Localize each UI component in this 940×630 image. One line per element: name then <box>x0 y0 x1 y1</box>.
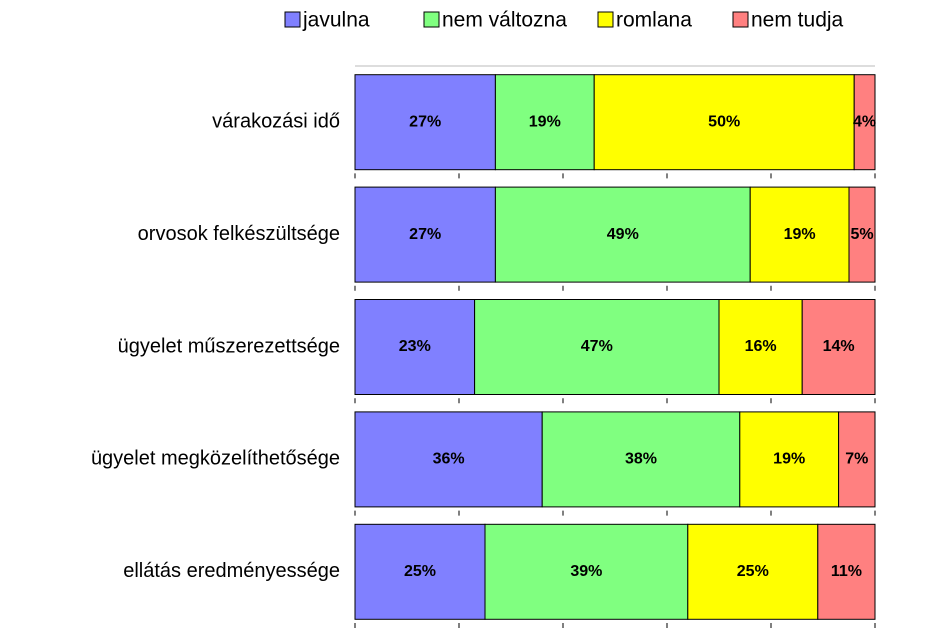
category-label: ügyelet műszerezettsége <box>118 335 340 357</box>
bar-segment <box>749 186 850 283</box>
bar-segment <box>848 186 876 283</box>
bar-segment <box>817 523 876 620</box>
bar-segment <box>494 186 751 283</box>
category-label: ellátás eredményessége <box>123 560 340 582</box>
value-label: 50% <box>708 113 740 130</box>
value-label: 27% <box>409 113 441 130</box>
bar-segment <box>354 411 543 508</box>
bar-segment <box>687 523 819 620</box>
category-label: ügyelet megközelíthetősége <box>91 448 340 470</box>
value-label: 7% <box>845 451 868 468</box>
value-label: 19% <box>773 451 805 468</box>
legend-label: nem változna <box>442 9 567 32</box>
legend-label: romlana <box>616 9 692 32</box>
bar-segment <box>541 411 741 508</box>
value-label: 19% <box>784 226 816 243</box>
legend-swatch <box>423 11 440 28</box>
value-label: 16% <box>745 338 777 355</box>
value-label: 49% <box>607 226 639 243</box>
legend-swatch <box>284 11 301 28</box>
bar-segment <box>354 74 496 171</box>
value-label: 19% <box>529 113 561 130</box>
value-label: 5% <box>850 226 873 243</box>
value-label: 25% <box>737 563 769 580</box>
value-label: 27% <box>409 226 441 243</box>
value-label: 47% <box>581 338 613 355</box>
value-label: 14% <box>823 338 855 355</box>
bar-segment <box>484 523 689 620</box>
legend-swatch <box>732 11 749 28</box>
legend-label: javulna <box>302 9 370 32</box>
bar-segment <box>718 299 803 395</box>
bar-segment <box>354 523 486 620</box>
category-label: orvosok felkészültsége <box>138 223 340 245</box>
bar-segment <box>354 299 476 395</box>
bar-segment <box>853 74 876 171</box>
bar-segment <box>801 299 876 395</box>
bar-segment <box>474 299 720 395</box>
legend-swatch <box>597 11 614 28</box>
value-label: 4% <box>853 113 876 130</box>
category-label: várakozási idő <box>212 110 340 132</box>
bar-segment <box>593 74 855 171</box>
legend-label: nem tudja <box>751 9 844 32</box>
value-label: 11% <box>831 563 862 580</box>
bar-segment <box>838 411 876 508</box>
bar-segment <box>739 411 840 508</box>
value-label: 36% <box>433 451 465 468</box>
value-label: 25% <box>404 563 436 580</box>
value-label: 23% <box>399 338 431 355</box>
value-label: 39% <box>570 563 602 580</box>
value-label: 38% <box>625 451 657 468</box>
